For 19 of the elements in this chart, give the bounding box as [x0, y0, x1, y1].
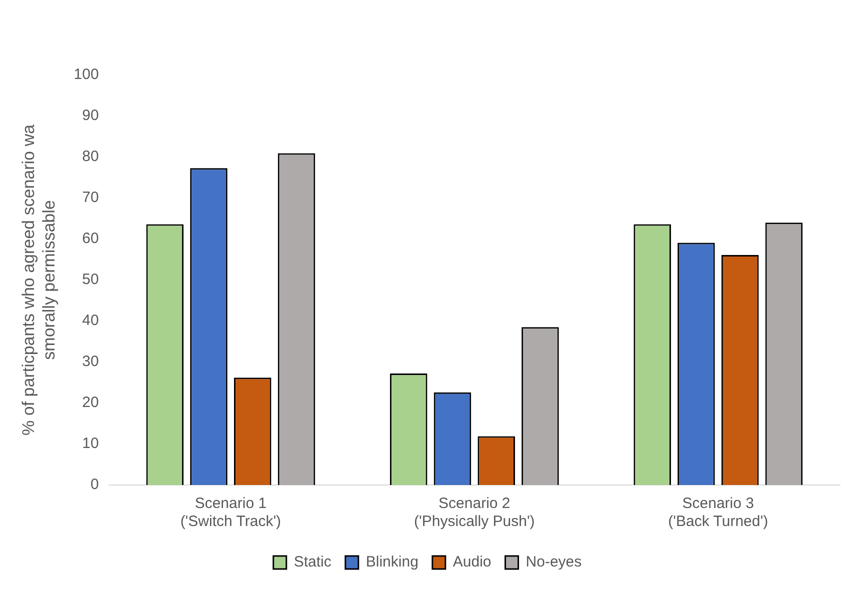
y-tick-label: 20 — [82, 394, 99, 412]
legend-label: Static — [294, 554, 332, 571]
legend-label: Blinking — [366, 554, 418, 571]
legend-label: No-eyes — [526, 554, 582, 571]
y-axis-title: % of particpants who agreed scenario wa smorally permissable — [18, 124, 58, 436]
y-tick-label: 0 — [90, 476, 99, 494]
y-tick-label: 100 — [74, 66, 99, 84]
y-tick-label: 60 — [82, 230, 99, 248]
x-tick-label: Scenario 2 ('Physically Push') — [414, 495, 535, 530]
y-tick-label: 40 — [82, 312, 99, 330]
x-tick-label: Scenario 1 ('Switch Track') — [180, 495, 282, 530]
y-tick-label: 10 — [82, 435, 99, 452]
legend-label: Audio — [452, 554, 492, 571]
y-tick-label: 30 — [82, 353, 99, 370]
y-tick-label: 80 — [82, 148, 99, 166]
x-tick-label: Scenario 3 ('Back Turned') — [668, 495, 768, 530]
y-tick-label: 90 — [82, 107, 99, 124]
y-tick-label: 70 — [82, 189, 99, 206]
y-tick-label: 50 — [82, 271, 99, 288]
